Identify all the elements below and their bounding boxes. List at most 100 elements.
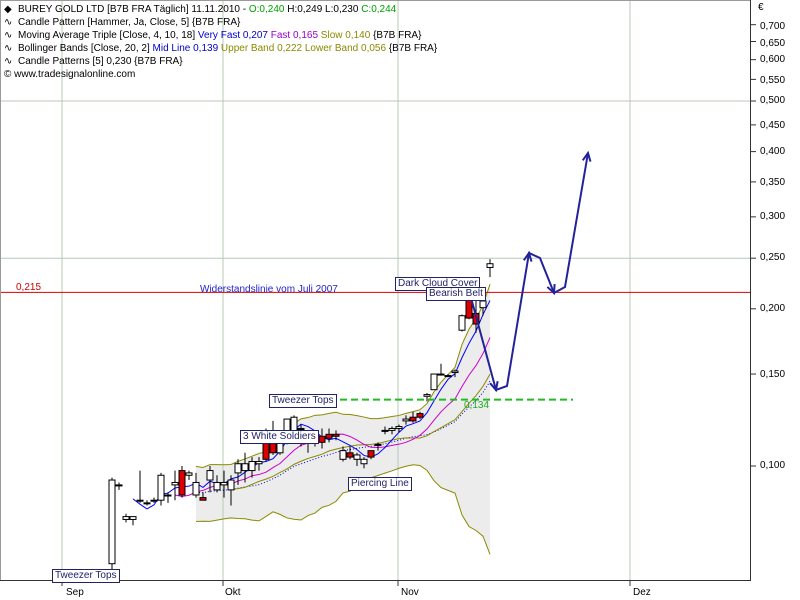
candle-body (220, 481, 228, 486)
title-text: BUREY GOLD LTD [B7B FRA Täglich] 11.11.2… (18, 4, 247, 15)
candle-body (241, 463, 249, 472)
candle-body (122, 516, 130, 520)
candle-body (374, 443, 382, 446)
legend-ma-text: Moving Average Triple [Close, 4, 10, 18] (18, 30, 196, 41)
candle-body (164, 494, 172, 497)
website-credit: © www.tradesignalonline.com (4, 69, 136, 80)
support-value-label: 0,134 (464, 400, 490, 411)
bollinger-band-fill (196, 284, 490, 555)
legend-bb-suffix: {B7B FRA} (388, 43, 438, 54)
legend-ma-very-fast: Very Fast 0,207 (197, 30, 268, 41)
pattern-label-tweezer-tops[interactable]: Tweezer Tops (52, 569, 120, 583)
candle-body (381, 429, 389, 432)
candle-body (388, 427, 396, 431)
candle-body (136, 499, 144, 502)
candle-body (199, 497, 207, 501)
y-tick-label: 0,700 (760, 21, 786, 32)
legend-moving-average[interactable]: ∿ Moving Average Triple [Close, 4, 10, 18… (4, 29, 421, 42)
candle-body (402, 418, 410, 422)
high-value: H:0,249 (287, 4, 323, 15)
candle-body (248, 461, 256, 472)
candle-body (409, 416, 417, 422)
x-tick-label: Okt (225, 587, 241, 598)
wave-icon: ∿ (4, 43, 13, 54)
candle-body (486, 263, 494, 268)
legend-bb-upper: Upper Band 0,222 (220, 43, 303, 54)
x-tick-label: Dez (633, 587, 651, 598)
chart-title: ◆ BUREY GOLD LTD [B7B FRA Täglich] 11.11.… (4, 3, 396, 16)
x-tick-label: Sep (66, 587, 84, 598)
candle-body (129, 516, 137, 520)
candle-body (143, 502, 151, 505)
band-area (196, 284, 490, 555)
legend-ma-fast: Fast 0,165 (270, 30, 319, 41)
forecast-path (469, 152, 589, 392)
resistance-value-label: 0,215 (16, 282, 42, 293)
low-value: L:0,230 (325, 4, 359, 15)
y-tick-label: 0,200 (760, 303, 786, 314)
candle-body (423, 394, 431, 397)
candle-body (234, 463, 242, 474)
candle-body (360, 458, 368, 465)
mid-band-line (195, 380, 491, 494)
axes (0, 0, 756, 586)
candle-body (353, 454, 361, 460)
y-tick-label: 0,550 (760, 75, 786, 86)
pattern-label-piercing-line[interactable]: Piercing Line (348, 477, 412, 491)
ma-slow-line (230, 373, 491, 491)
legend-candle-pattern[interactable]: ∿ Candle Pattern [Hammer, Ja, Close, 5] {… (4, 16, 240, 29)
wave-icon: ∿ (4, 30, 13, 41)
candle-body (395, 426, 403, 429)
legend-bb-text: Bollinger Bands [Close, 20, 2] (18, 43, 150, 54)
candle-body (192, 481, 200, 496)
candle-body (479, 300, 487, 309)
arrowhead (489, 380, 499, 393)
candle-body (297, 427, 305, 430)
y-tick-label: 0,350 (760, 177, 786, 188)
legend-candle-pattern-text: Candle Pattern [Hammer, Ja, Close, 5] {B… (18, 17, 241, 28)
candle-body (437, 373, 445, 376)
x-tick-label: Nov (401, 587, 419, 598)
candle-body (332, 433, 340, 437)
pattern-label-bearish-belt[interactable]: Bearish Belt (426, 287, 486, 301)
legend-bb-lower: Lower Band 0,056 (304, 43, 387, 54)
candle-body (115, 484, 123, 487)
candle-body (416, 413, 424, 418)
y-tick-label: 0,450 (760, 120, 786, 131)
candles (108, 259, 494, 582)
y-tick-label: 0,300 (760, 211, 786, 222)
candle-body (157, 474, 165, 501)
candle-body (451, 370, 459, 374)
candle-body (108, 479, 116, 565)
y-tick-label: 0,650 (760, 38, 786, 49)
candle-body (430, 373, 438, 391)
legend-ma-suffix: {B7B FRA} (373, 30, 422, 41)
candle-body (346, 452, 354, 458)
candle-body (318, 435, 326, 443)
forecast-arrows (469, 150, 592, 393)
y-tick-label: 0,500 (760, 95, 786, 106)
y-tick-label: 0,250 (760, 252, 786, 263)
candle-body (325, 433, 333, 439)
overlays (1, 291, 750, 401)
legend-bb-mid: Mid Line 0,139 (152, 43, 219, 54)
arrowhead (581, 150, 592, 162)
legend-candle-patterns[interactable]: ∿ Candle Patterns [5] 0,230 {B7B FRA} (4, 55, 183, 68)
candle-body (444, 375, 452, 378)
y-tick-label: 0,400 (760, 146, 786, 157)
arrowhead (546, 283, 556, 296)
pattern-label-3-white-soldiers[interactable]: 3 White Soldiers (240, 430, 319, 444)
diamond-icon: ◆ (4, 4, 12, 15)
open-value: O:0,240 (248, 4, 285, 15)
candle-body (367, 450, 375, 458)
arrowhead (522, 250, 533, 262)
y-tick-label: 0,600 (760, 54, 786, 65)
pattern-label-tweezer-tops[interactable]: Tweezer Tops (269, 394, 337, 408)
currency-label: € (758, 2, 764, 13)
close-value: C:0,244 (361, 4, 397, 15)
candle-body (227, 479, 235, 491)
legend-bollinger[interactable]: ∿ Bollinger Bands [Close, 20, 2] Mid Line… (4, 42, 437, 55)
candle-body (178, 470, 186, 496)
wave-icon: ∿ (4, 56, 13, 67)
